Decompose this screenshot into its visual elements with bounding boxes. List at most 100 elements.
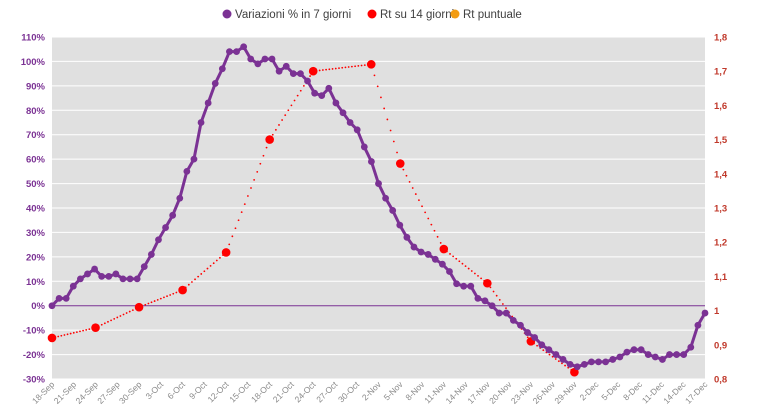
rt14-trend-dot — [380, 96, 382, 99]
rt14-trend-dot — [418, 199, 420, 202]
variazioni-point — [424, 251, 432, 258]
variazioni-point — [91, 265, 98, 273]
rt14-trend-dot — [430, 223, 433, 226]
rt14-trend-dot — [107, 320, 109, 323]
legend-marker-variazioni — [222, 9, 232, 19]
rt14-trend-dot — [477, 275, 479, 277]
left-tick-label: 80% — [26, 106, 46, 117]
variazioni-point — [233, 48, 240, 56]
variazioni-point — [126, 275, 134, 283]
rt14-trend-dot — [402, 168, 405, 171]
left-tick-label: -30% — [23, 375, 46, 386]
variazioni-point — [76, 275, 84, 283]
variazioni-point — [644, 351, 652, 358]
rt14-trend-dot — [318, 69, 321, 72]
x-tick-label: 14-Dec — [661, 379, 688, 406]
variazioni-point — [69, 282, 77, 290]
rt14-point — [178, 285, 187, 295]
variazioni-point — [573, 363, 581, 371]
rt14-trend-dot — [125, 312, 128, 314]
variazioni-point — [524, 329, 531, 336]
rt14-point — [91, 323, 100, 333]
right-tick-label: 1,7 — [714, 67, 727, 78]
left-tick-label: -20% — [23, 350, 46, 361]
rt14-trend-dot — [166, 295, 168, 298]
rt14-trend-dot — [75, 331, 78, 333]
rt14-trend-dot — [536, 344, 538, 347]
rt14-trend-dot — [421, 205, 423, 208]
rt14-trend-dot — [392, 140, 395, 143]
variazioni-point — [297, 70, 304, 78]
variazioni-point — [417, 248, 425, 256]
variazioni-point — [112, 270, 120, 278]
rt14-trend-dot — [495, 294, 498, 297]
variazioni-point — [247, 55, 255, 63]
rt14-trend-dot — [79, 330, 81, 333]
rt14-trend-dot — [88, 328, 91, 331]
x-tick-label: 2-Nov — [360, 379, 384, 403]
rt14-trend-dot — [212, 262, 215, 265]
rt14-trend-dot — [461, 262, 464, 265]
legend-marker-rt_puntuale — [450, 9, 460, 19]
rt14-trend-dot — [63, 334, 66, 336]
rt14-trend-dot — [271, 133, 274, 136]
variazioni-point — [488, 302, 496, 310]
variazioni-point — [169, 211, 177, 219]
right-tick-label: 1,5 — [714, 135, 728, 146]
variazioni-point — [474, 294, 482, 302]
variazioni-point — [346, 119, 354, 126]
variazioni-point — [275, 67, 283, 75]
left-tick-label: 10% — [26, 277, 46, 288]
variazioni-point — [694, 321, 702, 329]
rt14-trend-dot — [250, 187, 252, 189]
variazioni-point — [254, 60, 262, 68]
right-axis: 0,8 0,9 1 1,1 1,2 1,3 1,4 1,5 1,6 1,7 1,8 — [714, 33, 728, 386]
rt14-point — [221, 248, 231, 257]
gridlines — [52, 36, 705, 380]
variazioni-point — [55, 294, 63, 302]
rt14-point — [308, 66, 318, 76]
rt14-point — [47, 333, 57, 343]
rt14-trend-dot — [389, 129, 392, 132]
rt14-trend-dot — [501, 303, 504, 305]
rt14-trend-dot — [219, 256, 221, 259]
left-axis: -30% -20% -10% 0% 10% 20% 30% 40% 50% 60% 70% 80% 90… — [21, 33, 46, 386]
rt14-trend-dot — [85, 328, 88, 331]
rt14-trend-dot — [200, 273, 203, 275]
rt14-trend-dot — [247, 195, 249, 197]
variazioni-point — [431, 255, 439, 263]
right-tick-label: 1,6 — [714, 101, 727, 112]
x-tick-label: 12-Oct — [205, 379, 231, 405]
right-tick-label: 1,8 — [714, 33, 727, 44]
variazioni-point — [289, 70, 297, 78]
right-tick-label: 1,4 — [714, 169, 728, 180]
variazioni-point — [446, 268, 453, 275]
rt14-trend-dot — [458, 260, 461, 263]
variazioni-point — [701, 309, 709, 317]
variazioni-point — [311, 89, 319, 97]
rt14-trend-dot — [100, 323, 103, 326]
x-tick-label: 14-Nov — [444, 379, 471, 406]
variazioni-point — [318, 92, 326, 100]
rt14-trend-dot — [498, 298, 501, 301]
rt14-trend-dot — [331, 68, 334, 70]
variazioni-point — [190, 155, 198, 163]
rt14-trend-dot — [172, 292, 175, 295]
x-tick-label: 29-Nov — [552, 379, 579, 406]
left-tick-label: 70% — [26, 130, 46, 141]
rt14-trend-dot — [328, 68, 331, 71]
variazioni-point — [566, 360, 574, 368]
left-tick-label: 50% — [26, 179, 46, 190]
x-tick-label: 30-Oct — [336, 379, 362, 405]
x-tick-label: 27-Sep — [95, 379, 122, 406]
rt14-trend-dot — [150, 301, 153, 304]
rt14-trend-dot — [436, 235, 439, 238]
variazioni-point — [410, 243, 418, 251]
x-tick-label: 27-Oct — [314, 379, 340, 405]
rt14-trend-dot — [411, 187, 414, 189]
left-tick-label: 0% — [31, 301, 45, 312]
rt14-trend-dot — [215, 259, 218, 262]
x-tick-label: 15-Oct — [227, 379, 253, 405]
variazioni-point — [616, 353, 624, 361]
